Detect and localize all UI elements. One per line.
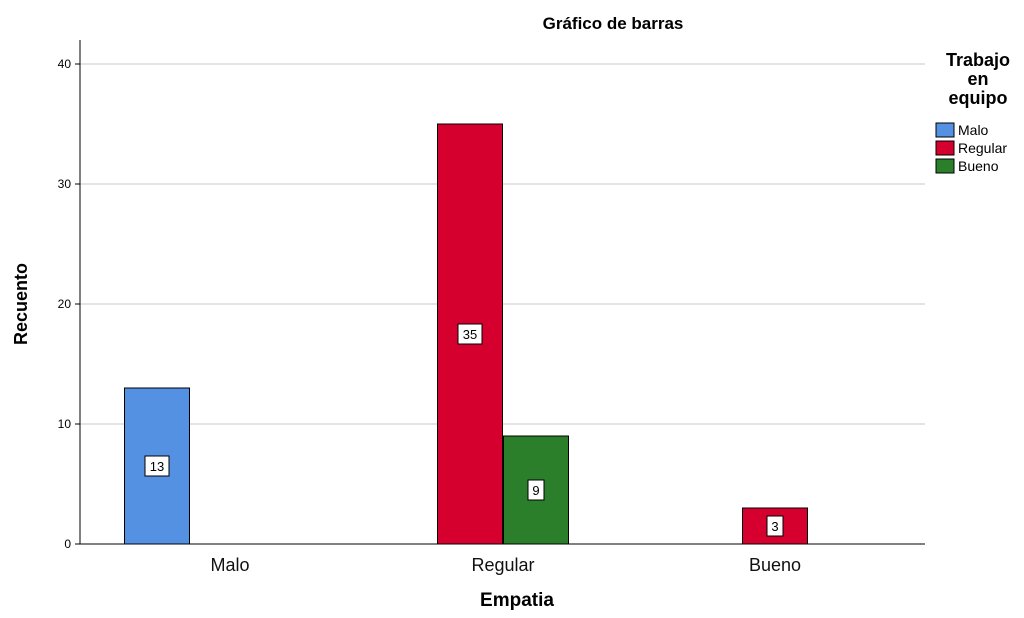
chart-title: Gráfico de barras	[543, 14, 684, 33]
legend-title: en	[967, 69, 988, 89]
data-label: 3	[771, 519, 778, 534]
x-tick-label: Malo	[210, 555, 249, 575]
data-label-box	[144, 455, 170, 477]
y-tick-label: 40	[58, 57, 72, 71]
legend-swatch	[935, 140, 955, 156]
data-label: 13	[150, 459, 164, 474]
data-label: 9	[532, 483, 539, 498]
legend-label: Regular	[958, 140, 1007, 156]
legend-label: Bueno	[958, 158, 999, 174]
x-axis-label: Empatia	[480, 590, 554, 611]
axes: 0 10 20 30 40 Malo Regular Bueno	[58, 40, 925, 575]
data-label-box	[527, 479, 545, 501]
legend-swatch	[935, 158, 955, 174]
x-tick-label: Regular	[471, 555, 534, 575]
data-label: 35	[463, 327, 477, 342]
legend-label: Malo	[958, 122, 989, 138]
data-labels: 13 35 9 3	[144, 323, 784, 537]
y-tick-label: 30	[58, 177, 72, 191]
data-label-box	[457, 323, 483, 345]
data-label-box	[766, 515, 784, 537]
legend-swatch	[935, 122, 955, 138]
x-tick-label: Bueno	[749, 555, 801, 575]
y-axis-label: Recuento	[11, 263, 31, 345]
bars	[124, 123, 808, 545]
y-tick-label: 20	[58, 297, 72, 311]
legend-title: Trabajo	[946, 50, 1010, 70]
y-tick-label: 10	[58, 417, 72, 431]
y-tick-label: 0	[64, 537, 71, 551]
legend-title: equipo	[949, 88, 1008, 108]
